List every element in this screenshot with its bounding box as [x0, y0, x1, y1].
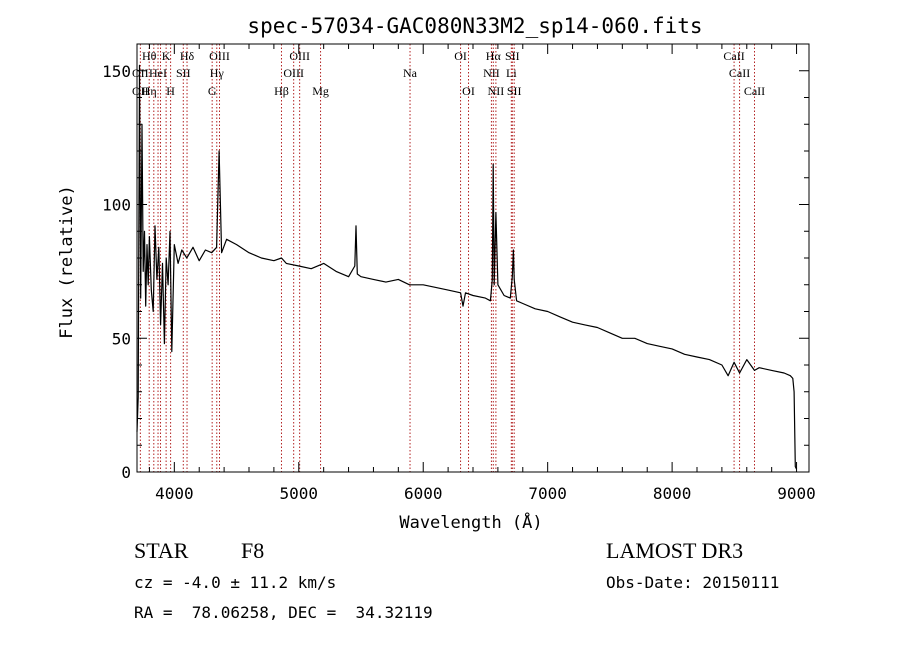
- line-marker-label: HeI: [149, 66, 167, 80]
- spectral-line-labels: OIIOIIHθHηHeIKHSIIHδGHγOIIIHβOIIIOIIIMgN…: [132, 49, 765, 98]
- redshift-text: cz = -4.0 ± 11.2 km/s: [134, 573, 337, 592]
- object-class: STAR: [134, 538, 189, 563]
- line-marker-label: OIII: [283, 66, 304, 80]
- x-tick-label: 5000: [280, 484, 319, 503]
- line-marker-label: SII: [505, 49, 520, 63]
- line-marker-label: OII: [132, 84, 149, 98]
- line-marker-label: Hα: [486, 49, 502, 63]
- line-marker-label: K: [162, 49, 171, 63]
- x-tick-label: 8000: [653, 484, 692, 503]
- line-marker-label: G: [208, 84, 217, 98]
- line-marker-label: Na: [403, 66, 418, 80]
- line-marker-label: Hη: [142, 84, 157, 98]
- chart-title: spec-57034-GAC080N33M2_sp14-060.fits: [247, 14, 702, 38]
- line-marker-label: Hγ: [210, 66, 225, 80]
- x-tick-label: 7000: [528, 484, 567, 503]
- line-marker-label: CaII: [729, 66, 750, 80]
- coordinates-text: RA = 78.06258, DEC = 34.32119: [134, 603, 433, 622]
- y-axis-ticks: 0 50 100 150: [102, 43, 809, 482]
- x-tick-label: 6000: [404, 484, 443, 503]
- obs-date-text: Obs-Date: 20150111: [606, 573, 780, 592]
- line-marker-label: OIII: [289, 49, 310, 63]
- line-marker-label: NII: [483, 66, 500, 80]
- line-marker-label: SII: [176, 66, 191, 80]
- line-marker-label: OI: [462, 84, 475, 98]
- line-marker-label: SII: [507, 84, 522, 98]
- line-marker-label: OI: [454, 49, 467, 63]
- line-marker-label: Li: [506, 66, 517, 80]
- spectrum-line: [136, 64, 798, 470]
- spectral-line-markers: [139, 44, 755, 472]
- y-tick-label: 50: [112, 329, 131, 348]
- line-marker-label: NII: [488, 84, 505, 98]
- y-tick-label: 100: [102, 196, 131, 215]
- y-tick-label: 0: [121, 463, 131, 482]
- line-marker-label: CaII: [723, 49, 744, 63]
- x-axis-label: Wavelength (Å): [399, 511, 542, 533]
- line-marker-label: Hδ: [180, 49, 195, 63]
- line-marker-label: H: [166, 84, 175, 98]
- line-marker-label: OII: [132, 66, 149, 80]
- line-marker-label: Hβ: [274, 84, 289, 98]
- plot-frame: [136, 43, 810, 473]
- survey-label: LAMOST DR3: [606, 538, 744, 563]
- line-marker-label: CaII: [744, 84, 765, 98]
- y-tick-label: 150: [102, 62, 131, 81]
- line-marker-label: Mg: [312, 84, 329, 98]
- x-tick-label: 4000: [155, 484, 194, 503]
- object-subclass: F8: [241, 538, 265, 563]
- x-tick-label: 9000: [777, 484, 816, 503]
- line-marker-label: Hθ: [142, 49, 157, 63]
- y-axis-label: Flux (relative): [57, 185, 77, 339]
- x-axis-ticks: 4000 5000 6000 7000 8000 9000: [148, 44, 816, 503]
- line-marker-label: OIII: [209, 49, 230, 63]
